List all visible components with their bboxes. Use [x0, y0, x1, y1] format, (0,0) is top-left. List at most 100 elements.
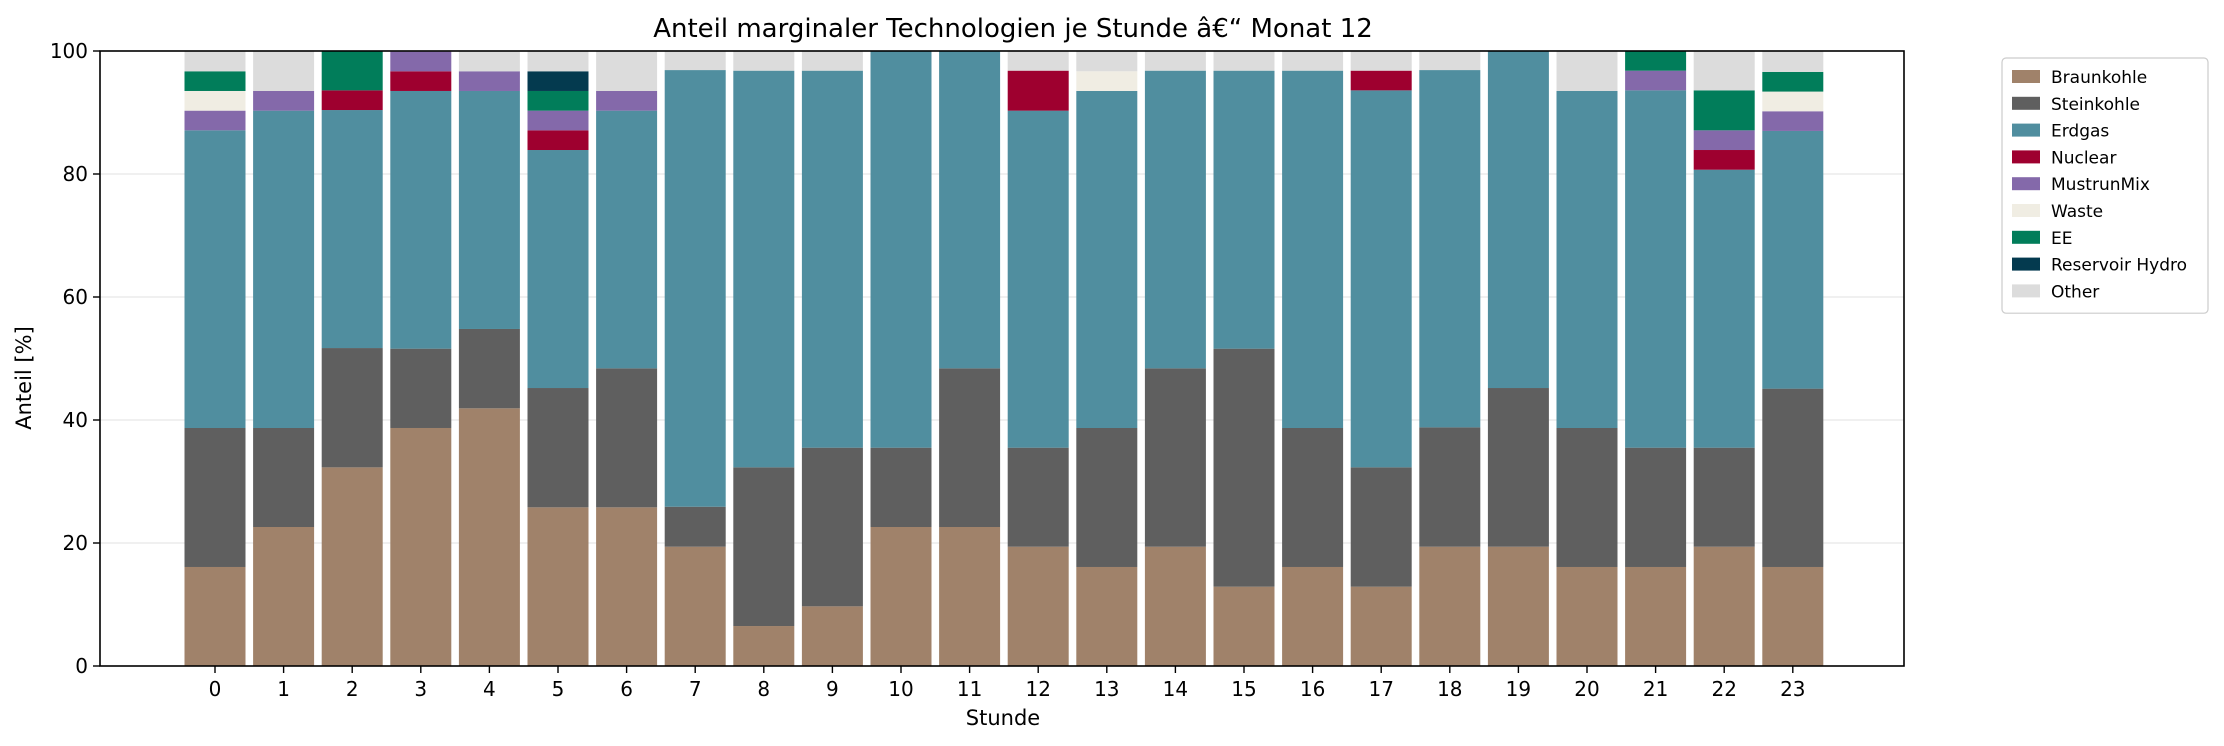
- bar-segment-nuclear-h17: [1350, 70, 1412, 91]
- x-tick-label: 16: [1300, 677, 1325, 701]
- bar-segment-steinkohle-h4: [458, 328, 520, 409]
- bar-segment-steinkohle-h15: [1213, 348, 1275, 587]
- x-tick-label: 11: [957, 677, 982, 701]
- bar-segment-other-h18: [1419, 51, 1481, 71]
- bar-segment-steinkohle-h10: [870, 447, 932, 528]
- bar-segment-steinkohle-h6: [596, 368, 658, 508]
- bar-segment-other-h14: [1144, 51, 1206, 71]
- bar-segment-erdgas-h20: [1556, 90, 1618, 428]
- bar-segment-steinkohle-h22: [1693, 447, 1755, 547]
- bar-segment-braunkohle-h8: [733, 626, 795, 666]
- bar-segment-braunkohle-h5: [527, 507, 589, 666]
- x-tick-label: 6: [620, 677, 633, 701]
- bar-segment-braunkohle-h14: [1144, 546, 1206, 666]
- bar-segment-ee-h21: [1625, 51, 1687, 71]
- bar-segment-mustrunmix-h4: [458, 71, 520, 91]
- x-tick-label: 0: [209, 677, 222, 701]
- bar-segment-other-h13: [1076, 51, 1138, 72]
- bar-segment-braunkohle-h21: [1625, 566, 1687, 666]
- bar-segment-steinkohle-h5: [527, 388, 589, 508]
- bar-segment-mustrunmix-h23: [1762, 111, 1824, 131]
- y-tick-label: 80: [63, 162, 88, 186]
- bar-segment-ee-h0: [184, 71, 246, 91]
- x-axis-label: Stunde: [966, 706, 1040, 730]
- bar-segment-steinkohle-h1: [253, 427, 315, 528]
- bar-segment-erdgas-h5: [527, 150, 589, 389]
- bar-segment-mustrunmix-h6: [596, 90, 658, 111]
- x-tick-label: 8: [757, 677, 770, 701]
- y-tick-label: 20: [63, 531, 88, 555]
- bar-segment-erdgas-h1: [253, 110, 315, 428]
- legend-swatch-nuclear: [2012, 150, 2040, 164]
- x-tick-label: 19: [1506, 677, 1531, 701]
- bar-segment-other-h20: [1556, 51, 1618, 91]
- bar-segment-erdgas-h22: [1693, 169, 1755, 448]
- legend-label: EE: [2051, 229, 2072, 249]
- bar-segment-erdgas-h9: [801, 70, 863, 448]
- bar-segment-braunkohle-h6: [596, 507, 658, 666]
- bar-segment-other-h17: [1350, 51, 1412, 71]
- bar-segment-other-h16: [1282, 51, 1344, 71]
- x-tick-label: 20: [1574, 677, 1599, 701]
- bar-segment-other-h23: [1762, 51, 1824, 72]
- legend-swatch-braunkohle: [2012, 70, 2040, 83]
- x-tick-label: 15: [1231, 677, 1256, 701]
- x-tick-label: 22: [1711, 677, 1736, 701]
- bar-segment-steinkohle-h14: [1144, 368, 1206, 547]
- legend-swatch-erdgas: [2012, 123, 2040, 137]
- bar-segment-steinkohle-h23: [1762, 388, 1824, 567]
- bar-segment-ee-h22: [1693, 90, 1755, 131]
- x-tick-label: 5: [552, 677, 565, 701]
- legend-label: Nuclear: [2051, 148, 2116, 168]
- y-tick-label: 40: [63, 408, 88, 432]
- plot-frame: [99, 50, 1905, 667]
- bar-segment-steinkohle-h9: [801, 447, 863, 607]
- bar-segment-nuclear-h22: [1693, 150, 1755, 170]
- bar-segment-other-h1: [253, 51, 315, 91]
- bar-segment-other-h5: [527, 51, 589, 72]
- bar-segment-steinkohle-h16: [1282, 427, 1344, 567]
- legend-label: Waste: [2051, 202, 2103, 222]
- bar-segment-other-h22: [1693, 51, 1755, 91]
- bar-segment-mustrunmix-h22: [1693, 130, 1755, 151]
- bar-segment-braunkohle-h1: [253, 527, 315, 666]
- bar-segment-steinkohle-h19: [1487, 388, 1549, 547]
- y-tick-label: 0: [75, 654, 88, 678]
- x-tick-label: 2: [346, 677, 359, 701]
- bar-segment-braunkohle-h0: [184, 566, 246, 666]
- bar-segment-mustrunmix-h3: [390, 51, 452, 72]
- bar-segment-erdgas-h19: [1487, 51, 1549, 389]
- bar-segment-steinkohle-h0: [184, 427, 246, 567]
- bar-segment-erdgas-h21: [1625, 90, 1687, 448]
- chart-title: Anteil marginaler Technologien je Stunde…: [653, 14, 1373, 44]
- bar-segment-other-h8: [733, 51, 795, 71]
- x-tick-label: 21: [1643, 677, 1668, 701]
- bar-segment-mustrunmix-h0: [184, 110, 246, 131]
- bar-segment-steinkohle-h20: [1556, 427, 1618, 567]
- bar-segment-steinkohle-h11: [939, 368, 1001, 528]
- legend-label: Reservoir Hydro: [2051, 256, 2187, 276]
- bar-segment-steinkohle-h3: [390, 348, 452, 428]
- x-tick-label: 3: [414, 677, 427, 701]
- x-tick-label: 7: [689, 677, 702, 701]
- bar-segment-erdgas-h15: [1213, 70, 1275, 349]
- bar-segment-ee-h5: [527, 90, 589, 111]
- x-tick-label: 9: [826, 677, 839, 701]
- bar-segment-waste-h23: [1762, 91, 1824, 112]
- bar-segment-braunkohle-h22: [1693, 546, 1755, 666]
- bars: [184, 51, 1824, 666]
- bar-segment-braunkohle-h15: [1213, 586, 1275, 666]
- bar-segment-erdgas-h23: [1762, 130, 1824, 389]
- legend-label: Braunkohle: [2051, 68, 2147, 88]
- bar-segment-braunkohle-h13: [1076, 566, 1138, 666]
- bar-segment-other-h9: [801, 51, 863, 71]
- x-tick-label: 1: [277, 677, 290, 701]
- bar-segment-erdgas-h3: [390, 90, 452, 349]
- x-tick-label: 4: [483, 677, 496, 701]
- bar-segment-other-h12: [1007, 51, 1069, 71]
- legend-label: Steinkohle: [2051, 95, 2140, 115]
- bar-segment-braunkohle-h2: [321, 467, 383, 666]
- x-tick-label: 10: [888, 677, 913, 701]
- bar-segment-braunkohle-h17: [1350, 586, 1412, 666]
